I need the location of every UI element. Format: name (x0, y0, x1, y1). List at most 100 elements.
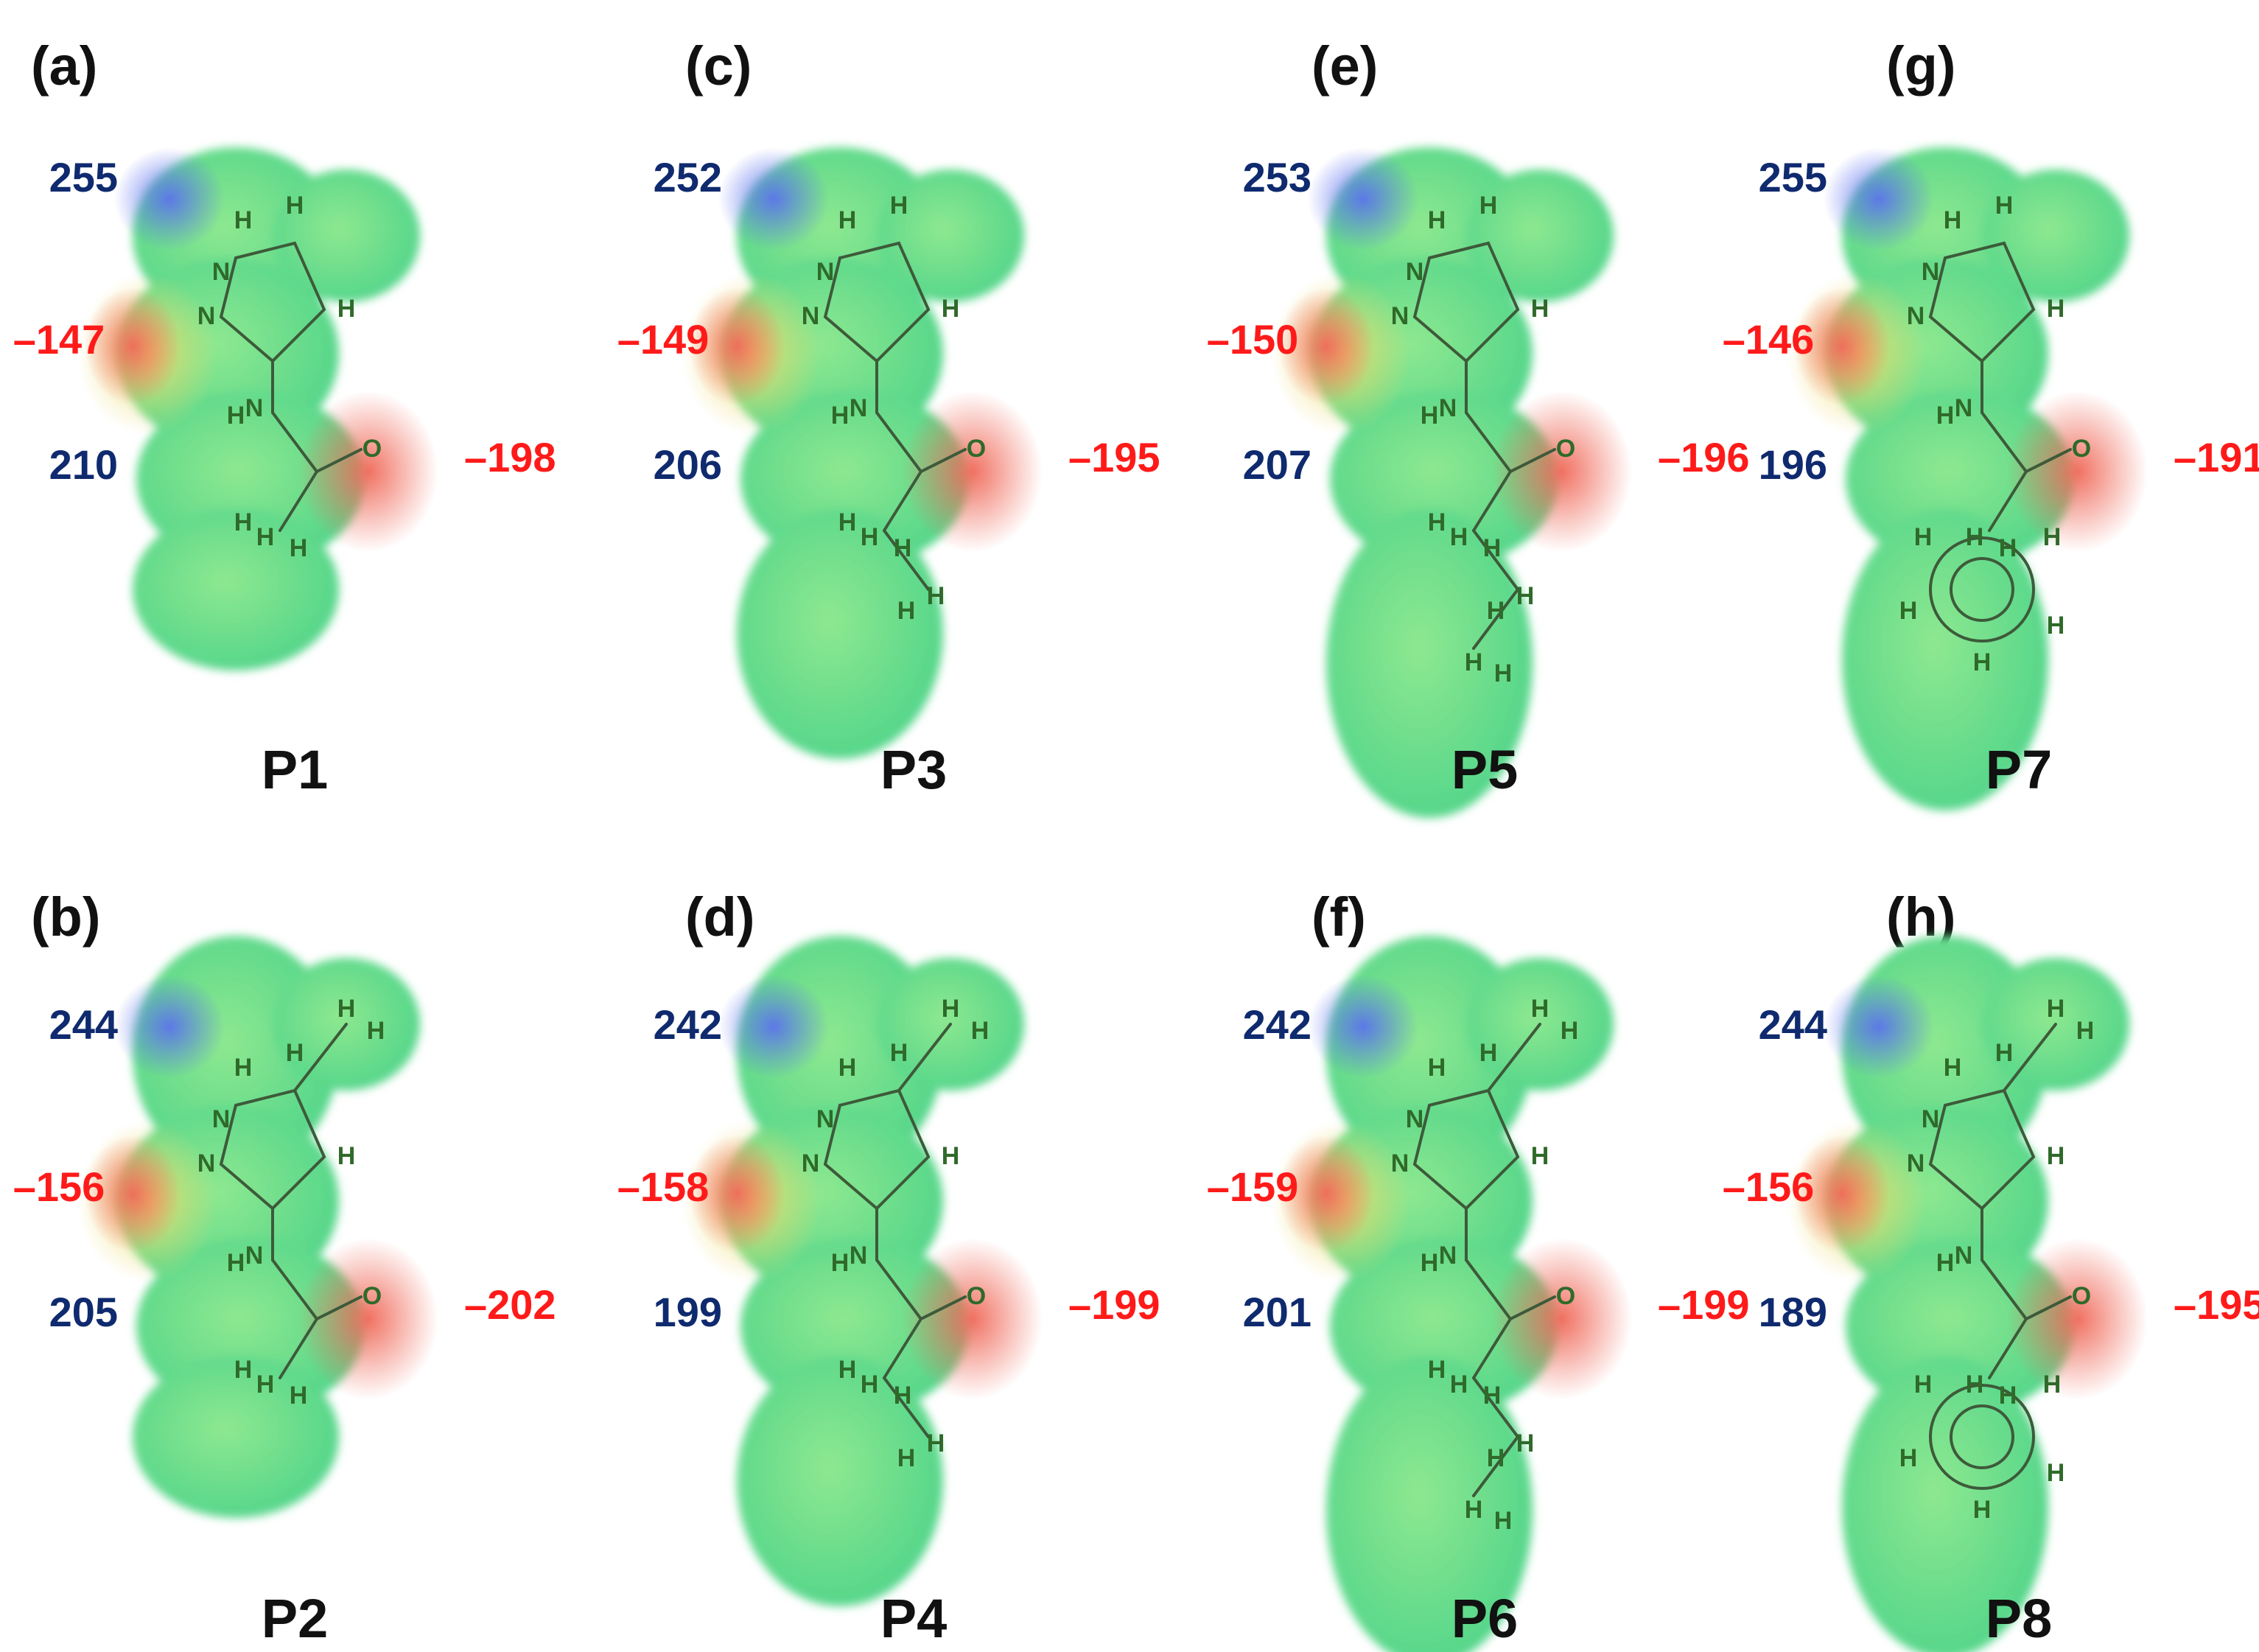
bond (1980, 1259, 2028, 1320)
atom-label: H (1421, 1249, 1439, 1277)
atom-label: H (2047, 295, 2065, 323)
oxygen-negative-region (298, 391, 438, 553)
atom-label: H (1465, 648, 1483, 676)
surface-lobe (133, 508, 339, 671)
atom-label: H (831, 1249, 850, 1277)
nitrogen-negative-region (1278, 1135, 1374, 1253)
bond (271, 411, 318, 473)
bond (293, 1023, 348, 1092)
atom-label: N (850, 394, 868, 422)
atom-label: N (245, 394, 264, 422)
bond (920, 448, 967, 473)
atom-label: H (1494, 1507, 1513, 1535)
atom-label: N (850, 1242, 868, 1270)
surface-lobe (1466, 169, 1614, 302)
bond (1487, 1023, 1541, 1092)
bond (1472, 588, 1519, 650)
atom-label: H (1944, 206, 1962, 234)
atom-label: H (1899, 1444, 1918, 1472)
atom-label: H (290, 1382, 308, 1410)
atom-label: H (1531, 1142, 1549, 1170)
esp-value-nh-top: 255 (49, 154, 118, 200)
bond (883, 1376, 930, 1438)
bond (1472, 1376, 1519, 1438)
atom-label: N (197, 1149, 216, 1177)
esp-value-nh-top: 255 (1759, 154, 1827, 200)
esp-value-nh-amide: 205 (49, 1289, 118, 1335)
phenyl-ring (1929, 536, 2035, 643)
atom-label: H (894, 534, 912, 562)
esp-value-nh-top: 244 (1759, 1001, 1827, 1048)
atom-label: O (1556, 435, 1575, 463)
atom-label: H (971, 1017, 990, 1045)
esp-value-o: –199 (1068, 1281, 1160, 1328)
atom-label: H (256, 1371, 275, 1399)
bond (2025, 448, 2072, 473)
atom-label: H (290, 534, 308, 562)
surface-lobe (877, 169, 1024, 302)
atom-label: H (2047, 995, 2065, 1023)
esp-value-nh-amide: 196 (1759, 441, 1827, 488)
positive-region (1824, 147, 1934, 251)
atom-label: H (1966, 523, 1984, 551)
esp-value-nh-top: 242 (654, 1001, 722, 1048)
atom-label: H (1936, 1249, 1955, 1277)
compound-label: P1 (262, 739, 329, 800)
atom-label: H (838, 508, 857, 536)
esp-value-o: –198 (464, 434, 556, 480)
esp-value-o: –196 (1658, 434, 1750, 480)
atom-label: N (1922, 258, 1940, 286)
atom-label: H (890, 192, 908, 220)
bond (1980, 411, 2028, 473)
atom-label: N (1439, 394, 1457, 422)
atom-label: H (286, 192, 304, 220)
bond (883, 529, 930, 591)
atom-label: H (942, 1142, 960, 1170)
esp-value-n: –150 (1207, 316, 1299, 363)
atom-label: H (1914, 523, 1933, 551)
nitrogen-negative-region (689, 287, 785, 405)
bond (897, 1023, 952, 1092)
atom-label: H (286, 1039, 304, 1067)
atom-label: N (197, 302, 216, 330)
panel-letter: (g) (1886, 35, 1956, 97)
bond (279, 470, 318, 532)
esp-value-nh-amide: 207 (1243, 441, 1311, 488)
compound-label: P3 (880, 739, 948, 800)
oxygen-negative-region (903, 1238, 1043, 1400)
esp-value-n: –156 (13, 1163, 105, 1210)
nitrogen-negative-region (85, 287, 181, 405)
phenyl-aromatic-circle (1950, 1404, 2014, 1469)
oxygen-negative-region (2008, 1238, 2148, 1400)
atom-label: H (1428, 206, 1446, 234)
pyrazole-ring (1928, 241, 2036, 363)
phenyl-ring (1929, 1384, 2035, 1490)
esp-value-n: –146 (1723, 316, 1815, 363)
esp-value-o: –199 (1658, 1281, 1750, 1328)
esp-value-nh-amide: 206 (654, 441, 722, 488)
atom-label: H (897, 597, 916, 625)
atom-label: H (1487, 1444, 1505, 1472)
atom-label: H (1966, 1371, 1984, 1399)
pyrazole-ring (1928, 1088, 2036, 1211)
surface-lobe (737, 1356, 943, 1606)
esp-value-n: –158 (617, 1163, 710, 1210)
esp-surface (722, 936, 1024, 1606)
bond (1472, 529, 1519, 591)
atom-label: H (234, 206, 253, 234)
atom-label: N (1907, 1149, 1925, 1177)
atom-label: N (1406, 1105, 1424, 1133)
atom-label: H (1428, 508, 1446, 536)
oxygen-negative-region (298, 1238, 438, 1400)
bond (279, 1317, 318, 1379)
esp-value-o: –202 (464, 1281, 556, 1328)
atom-label: H (1999, 1382, 2017, 1410)
atom-label: H (234, 508, 253, 536)
bond (1465, 411, 1512, 473)
